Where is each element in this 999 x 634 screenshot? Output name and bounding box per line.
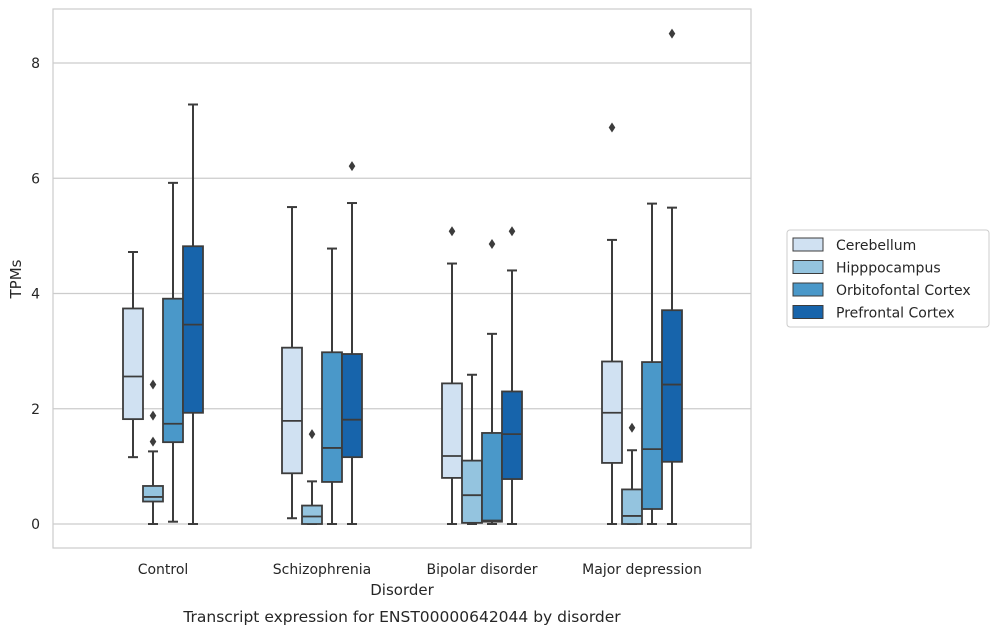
outlier-point [149,379,157,390]
box-hipppocampus-1 [301,429,323,525]
chart-caption: Transcript expression for ENST0000064204… [182,608,621,626]
box-prefrontal-cortex-1 [341,161,363,525]
box-hipppocampus-2 [461,373,483,525]
x-tick-label: Schizophrenia [273,562,371,578]
box-prefrontal-cortex-3 [661,28,683,525]
outlier-point [348,161,356,172]
legend-entry: Prefrontal Cortex [836,306,955,322]
legend-entry: Hipppocampus [836,261,941,277]
x-tick-label: Control [138,562,189,578]
y-tick-label-6: 6 [31,171,40,187]
box-cerebellum-2 [441,226,463,525]
box-prefrontal-cortex-2 [501,226,523,525]
y-tick-label-8: 8 [31,56,40,72]
box-orbitofontal-cortex-3 [641,202,663,525]
y-tick-labels: 0 2 4 6 8 [31,56,40,533]
box-prefrontal-cortex-0 [182,103,204,525]
outlier-point [608,122,616,133]
box-iqr [661,309,683,463]
box-iqr [142,485,164,503]
legend-entry: Orbitofontal Cortex [836,283,971,299]
x-tick-labels: Control Schizophrenia Bipolar disorder Majo… [138,562,702,578]
box-iqr [481,432,503,523]
box-iqr [301,504,323,525]
box-iqr [441,382,463,479]
box-orbitofontal-cortex-1 [321,247,343,525]
x-tick-label: Major depression [582,562,702,578]
x-tick-label: Bipolar disorder [426,562,537,578]
outlier-point [149,410,157,421]
box-iqr [621,488,643,525]
box-cerebellum-3 [601,122,623,525]
legend-frame [786,229,990,328]
box-iqr [281,346,303,475]
box-orbitofontal-cortex-2 [481,238,503,525]
box-iqr [162,297,184,444]
box-iqr [321,351,343,483]
box-iqr [182,245,204,414]
box-cerebellum-0 [122,251,144,459]
plot-frame [52,8,752,549]
outlier-point [628,422,636,433]
y-tick-label-4: 4 [31,287,40,303]
legend: Cerebellum Hipppocampus Orbitofontal Corte… [786,229,990,328]
y-tick-label-2: 2 [31,402,40,418]
legend-swatch [792,260,824,274]
box-iqr [501,390,523,480]
y-tick-label-0: 0 [31,517,40,533]
box-hipppocampus-3 [621,422,643,525]
outlier-point [149,436,157,447]
outlier-point [508,226,516,237]
box-cerebellum-1 [281,206,303,520]
outlier-point [668,28,676,39]
box-iqr [341,353,363,459]
y-axis-title: TPMs [7,259,25,299]
box-orbitofontal-cortex-0 [162,181,184,523]
box-hipppocampus-0 [142,379,164,525]
x-axis-title: Disorder [370,581,434,599]
legend-swatch [792,305,824,319]
box-iqr [461,459,483,524]
outlier-point [448,226,456,237]
outlier-point [488,238,496,249]
box-layer [122,28,683,525]
box-iqr [641,361,663,510]
legend-swatch [792,282,824,297]
legend-swatch [792,237,824,252]
box-iqr [122,307,144,421]
outlier-point [308,429,316,440]
legend-entry: Cerebellum [836,238,916,254]
legend-items: Cerebellum Hipppocampus Orbitofontal Corte… [792,237,971,322]
